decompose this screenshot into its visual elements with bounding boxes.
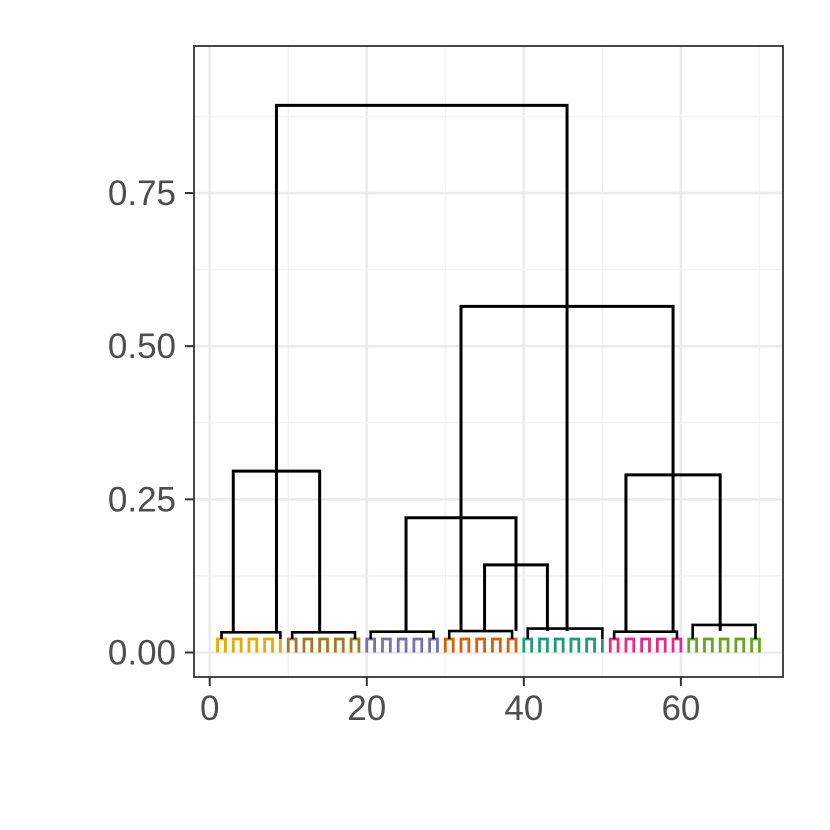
leaf-branch <box>231 637 243 653</box>
x-tick-label: 0 <box>200 689 219 728</box>
leaf-branch <box>538 637 549 653</box>
y-tick-label: 0.75 <box>108 174 176 213</box>
grid-lines <box>194 46 783 677</box>
axes: 0 20 40 60 0.00 0.25 0.50 0.75 <box>108 174 701 728</box>
leaf-branch <box>585 637 596 653</box>
x-tick-label: 20 <box>347 689 386 728</box>
leaf-branch <box>412 637 424 653</box>
y-tick-label: 0.50 <box>108 327 176 366</box>
leaf-branch <box>640 637 651 653</box>
leaf-branch <box>318 637 329 653</box>
y-tick-label: 0.00 <box>108 633 176 672</box>
leaf-branch <box>624 637 636 653</box>
leaf-branch <box>381 637 392 653</box>
merge-branch <box>274 103 569 632</box>
leaf-branch <box>475 637 486 653</box>
cluster-cap <box>691 623 757 640</box>
leaf-branch <box>491 637 502 653</box>
leaf-branch <box>655 637 667 653</box>
cluster-cap <box>220 630 282 640</box>
cluster-cap <box>526 627 604 640</box>
x-tick-label: 40 <box>504 689 543 728</box>
leaf-branch <box>302 637 314 653</box>
cluster-cap <box>290 630 357 640</box>
leaf-branch <box>333 637 345 653</box>
leaf-branch <box>553 637 565 653</box>
leaf-branch <box>396 637 408 653</box>
leaf-branch <box>718 637 730 653</box>
leaf-branch <box>703 637 714 653</box>
y-tick-label: 0.25 <box>108 480 176 519</box>
leaf-branch <box>247 637 259 653</box>
leaf-branch <box>734 637 746 653</box>
leaf-branch <box>569 637 581 653</box>
cluster-cap <box>369 630 435 640</box>
panel-border <box>193 45 784 678</box>
leaf-branch <box>459 637 471 653</box>
cluster-cap <box>447 629 514 640</box>
x-tick-label: 60 <box>661 689 700 728</box>
cluster-cap <box>612 630 679 640</box>
leaf-branch <box>263 637 274 653</box>
dendrogram-branches <box>216 103 761 653</box>
